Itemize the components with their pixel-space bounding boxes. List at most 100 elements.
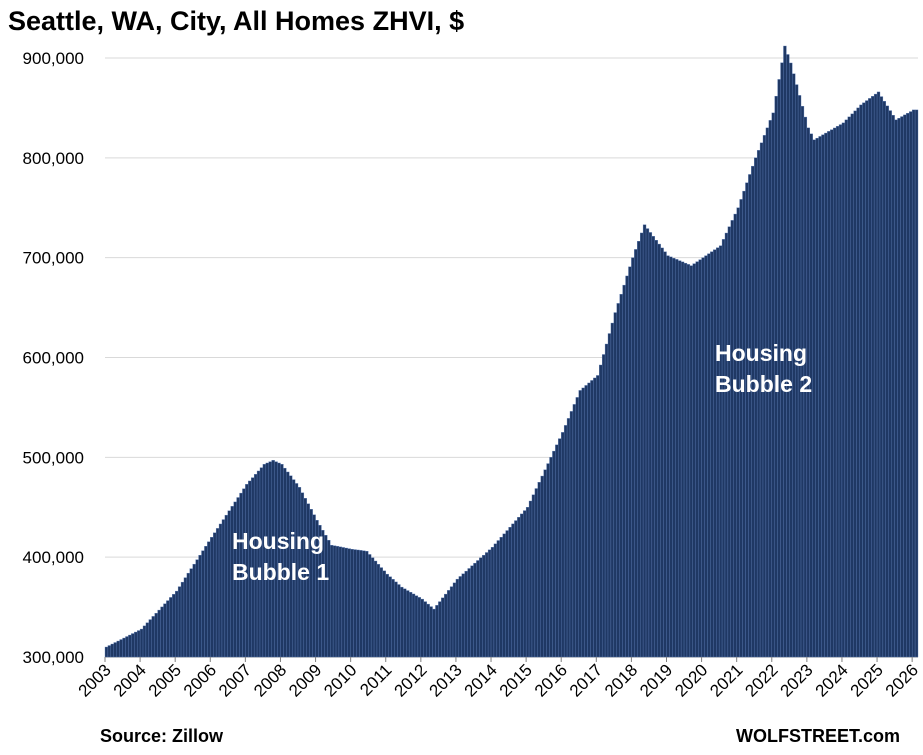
bar xyxy=(891,115,895,658)
bar xyxy=(327,540,331,658)
bar xyxy=(718,245,723,658)
bar xyxy=(148,619,152,658)
bar xyxy=(751,165,755,658)
bar xyxy=(520,513,524,658)
bar xyxy=(394,581,398,658)
bar xyxy=(151,616,155,658)
x-tick-label: 2008 xyxy=(250,660,290,700)
bar xyxy=(499,537,503,658)
bar xyxy=(376,564,381,658)
bar xyxy=(733,213,737,658)
bar xyxy=(136,630,141,658)
bar xyxy=(879,96,884,658)
bar xyxy=(833,127,837,658)
bar xyxy=(745,182,749,658)
bar xyxy=(613,312,617,658)
x-tick-label: 2006 xyxy=(180,660,220,700)
bar xyxy=(619,294,623,658)
bar xyxy=(417,597,422,658)
bar xyxy=(818,136,822,658)
bar xyxy=(467,568,471,658)
bar xyxy=(110,643,114,658)
bar xyxy=(441,597,445,658)
x-tick-label: 2022 xyxy=(741,660,781,700)
bar xyxy=(645,228,650,658)
bar xyxy=(675,259,679,658)
bar xyxy=(508,527,512,658)
x-tick-label: 2020 xyxy=(671,660,711,700)
bar xyxy=(505,530,509,658)
bar xyxy=(388,576,392,658)
x-tick-label: 2021 xyxy=(706,660,746,700)
bar xyxy=(704,255,708,658)
bar xyxy=(423,601,427,658)
bar xyxy=(145,622,150,658)
bar xyxy=(195,559,199,658)
bar xyxy=(911,109,916,658)
bar xyxy=(189,568,193,658)
bar xyxy=(221,519,226,658)
bar xyxy=(408,592,413,658)
bar xyxy=(224,514,228,658)
bar xyxy=(429,606,433,658)
bar xyxy=(341,547,345,658)
bar xyxy=(104,646,109,658)
bar xyxy=(432,608,436,658)
bar xyxy=(525,507,530,658)
bar xyxy=(213,532,217,658)
bar xyxy=(438,601,442,658)
bar xyxy=(397,584,401,658)
bar xyxy=(338,546,343,658)
bar xyxy=(642,224,647,658)
y-tick-label: 300,000 xyxy=(23,648,84,667)
bar xyxy=(192,563,196,658)
bar xyxy=(198,554,202,658)
bar xyxy=(227,510,231,658)
bars xyxy=(104,45,919,658)
bar xyxy=(210,537,214,658)
bar xyxy=(362,550,366,658)
x-tick-label: 2005 xyxy=(145,660,185,700)
bar xyxy=(862,102,866,658)
chart-title: Seattle, WA, City, All Homes ZHVI, $ xyxy=(8,6,464,36)
bar xyxy=(493,543,498,658)
bar xyxy=(885,105,889,658)
bar xyxy=(590,380,594,658)
bar xyxy=(680,261,685,658)
bar xyxy=(730,220,734,658)
bar xyxy=(479,557,483,658)
bar xyxy=(756,150,761,658)
bar xyxy=(686,264,691,658)
bar xyxy=(411,593,416,658)
bar xyxy=(514,520,518,658)
x-tick-label: 2007 xyxy=(215,660,255,700)
source-label: Source: Zillow xyxy=(100,726,224,746)
bar xyxy=(742,190,746,658)
bar xyxy=(470,565,474,658)
x-tick-label: 2004 xyxy=(110,660,150,700)
bar xyxy=(900,116,904,658)
bar xyxy=(324,535,328,658)
bar xyxy=(739,199,743,658)
bar xyxy=(865,100,869,658)
bar xyxy=(370,557,375,658)
bar xyxy=(657,243,661,658)
bar xyxy=(651,236,655,658)
bar xyxy=(356,549,360,658)
x-tick-label: 2010 xyxy=(320,660,360,700)
bar xyxy=(446,590,451,658)
bar xyxy=(426,603,430,658)
bar xyxy=(482,554,486,658)
bar xyxy=(584,385,588,658)
bar xyxy=(838,124,843,658)
bar xyxy=(180,581,185,658)
bar xyxy=(368,554,372,658)
bar xyxy=(558,438,562,658)
bar xyxy=(572,404,577,658)
y-tick-label: 700,000 xyxy=(23,249,84,268)
bar xyxy=(853,110,857,658)
bar xyxy=(119,639,123,658)
bar xyxy=(204,546,208,658)
bar xyxy=(502,533,506,658)
x-tick-label: 2019 xyxy=(636,660,676,700)
